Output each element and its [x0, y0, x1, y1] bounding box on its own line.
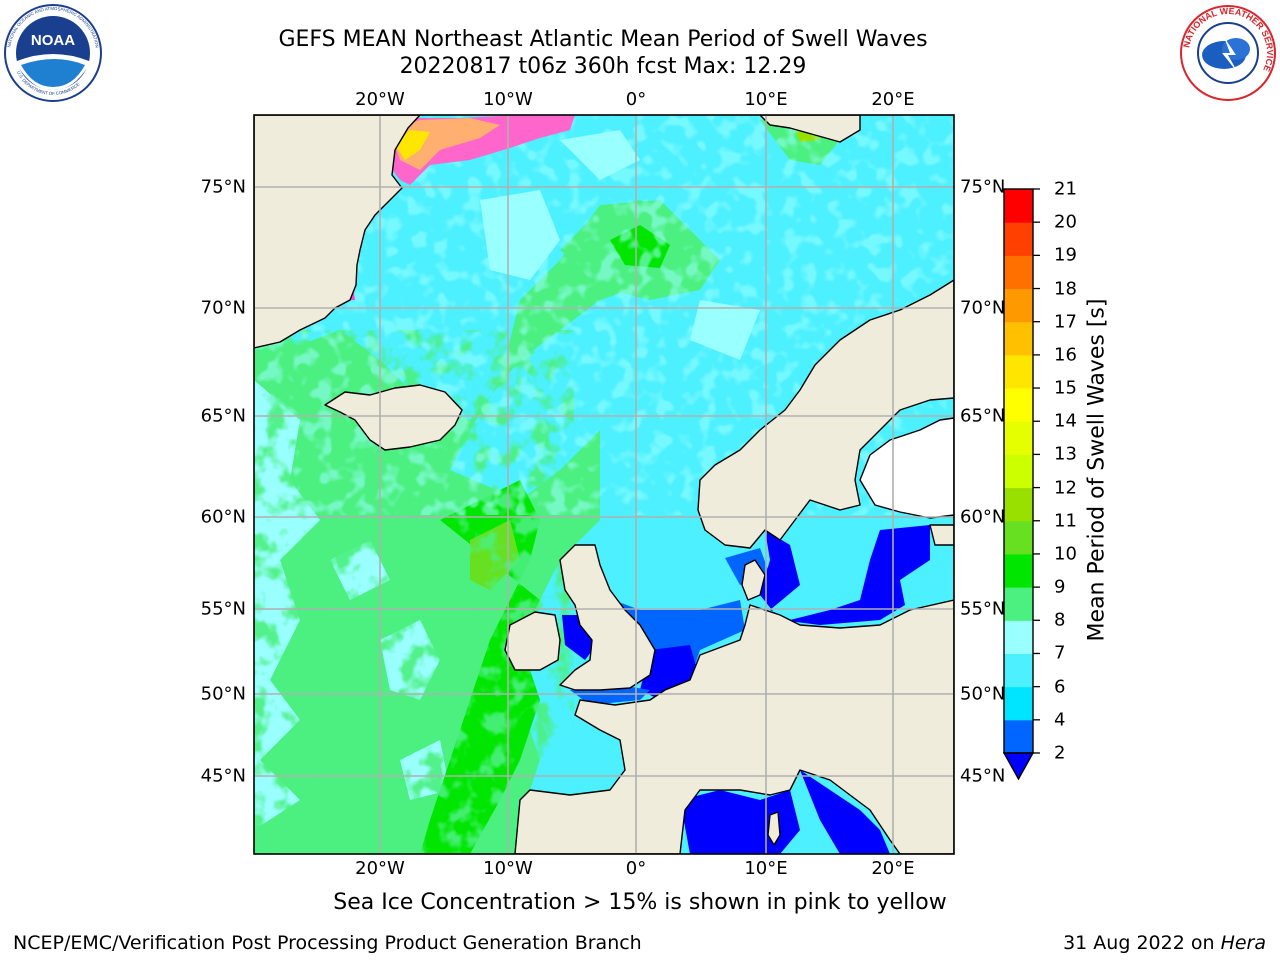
land-corsica-sardinia [767, 811, 781, 846]
lon-tick-top: 10°W [483, 89, 533, 110]
land-scandinavia [697, 279, 954, 549]
colorbar-bin [1004, 288, 1033, 323]
colorbar-bin [1004, 719, 1033, 754]
lat-tick-right: 70°N [960, 297, 1006, 319]
land-denmark [741, 559, 766, 601]
footer-date: 31 Aug 2022 on Hera [1063, 932, 1266, 954]
colorbar-bin [1004, 354, 1033, 389]
lon-tick-top: 0° [625, 89, 647, 110]
chart-title: GEFS MEAN Northeast Atlantic Mean Period… [278, 27, 928, 52]
sea-ice-greenland-core2 [395, 130, 430, 160]
colorbar-tick-label: 18 [1054, 278, 1077, 300]
lat-tick-right: 75°N [960, 176, 1006, 198]
lat-tick-left: 45°N [200, 765, 246, 787]
lat-tick-left: 50°N [200, 683, 246, 705]
colorbar-tick-label: 10 [1054, 543, 1077, 565]
colorbar-bin [1004, 553, 1033, 588]
colorbar-tick-label: 9 [1054, 576, 1066, 598]
colorbar-tick-label: 12 [1054, 477, 1077, 499]
colorbar-tick-label: 11 [1054, 510, 1077, 532]
lat-tick-right: 50°N [960, 683, 1006, 705]
swell-zone-blue-baltic [760, 525, 930, 625]
noaa-logo: NOAA NATIONAL OCEANIC AND ATMOSPHERIC AD… [3, 3, 103, 107]
colorbar-bin [1004, 653, 1033, 688]
footer-host: Hera [1220, 932, 1266, 954]
lon-tick-bottom: 20°W [355, 858, 405, 879]
land-greenland [254, 115, 421, 349]
colorbar-frame [1003, 188, 1034, 754]
land-finland-russia [929, 397, 954, 854]
footer-date-text: 31 Aug 2022 on [1063, 932, 1221, 954]
land-sweden-interior-white [859, 417, 954, 519]
sea-ice-note: Sea Ice Concentration > 15% is shown in … [333, 890, 947, 915]
colorbar-tick-label: 17 [1054, 311, 1077, 333]
colorbar-tick-label: 14 [1054, 410, 1077, 432]
colorbar-tick-label: 15 [1054, 377, 1077, 399]
lon-tick-bottom: 0° [625, 858, 647, 879]
colorbar-tick-label: 6 [1054, 676, 1066, 698]
colorbar-bin [1004, 222, 1033, 256]
lat-tick-left: 75°N [200, 176, 246, 198]
colorbar-tick-label: 4 [1054, 709, 1066, 731]
swell-zone-cyan-biscay [530, 738, 615, 795]
lat-tick-right: 45°N [960, 765, 1006, 787]
lon-tick-top: 20°E [871, 89, 915, 110]
nws-logo: NATIONAL WEATHER SERVICE [1178, 3, 1278, 107]
lon-tick-bottom: 10°W [483, 858, 533, 879]
lat-tick-right: 55°N [960, 598, 1006, 620]
lat-tick-left: 70°N [200, 297, 246, 319]
noaa-logo-text: NOAA [31, 32, 75, 49]
colorbar-tick-label: 7 [1054, 642, 1066, 664]
colorbar-bin [1004, 686, 1033, 721]
colorbar-tick-label: 2 [1054, 742, 1066, 764]
colorbar-bin [1004, 388, 1033, 422]
colorbar-bin [1004, 421, 1033, 455]
lon-tick-bottom: 20°E [871, 858, 915, 879]
lat-tick-left: 60°N [200, 506, 246, 528]
footer-credit: NCEP/EMC/Verification Post Processing Pr… [13, 932, 642, 954]
colorbar-bin [1004, 620, 1033, 654]
lon-tick-top: 20°W [355, 89, 405, 110]
chart-subtitle: 20220817 t06z 360h fcst Max: 12.29 [399, 54, 807, 79]
colorbar-tick-label: 21 [1054, 178, 1077, 200]
colorbar-bin [1004, 189, 1033, 223]
colorbar-bin [1004, 520, 1033, 555]
lat-tick-right: 65°N [960, 405, 1006, 427]
colorbar-extend-triangle [1002, 752, 1035, 781]
swell-zone-blue-mediterranean [680, 770, 954, 854]
graticule [254, 115, 954, 854]
land-continent [514, 599, 954, 854]
colorbar-bin [1004, 487, 1033, 522]
colorbar-tick-label: 8 [1054, 609, 1066, 631]
lon-tick-bottom: 10°E [744, 858, 788, 879]
lat-tick-right: 60°N [960, 506, 1006, 528]
colorbar-bin [1004, 454, 1033, 489]
land-iceland [324, 384, 463, 451]
colorbar-bin [1004, 255, 1033, 290]
land-uk [559, 544, 656, 691]
colorbar-tick-label: 13 [1054, 443, 1077, 465]
lat-tick-left: 65°N [200, 405, 246, 427]
colorbar [1002, 188, 1040, 781]
colorbar-bin [1004, 587, 1033, 621]
colorbar-title: Mean Period of Swell Waves [s] [1084, 298, 1110, 642]
colorbar-tick-label: 19 [1054, 244, 1077, 266]
colorbar-tick-label: 16 [1054, 344, 1077, 366]
colorbar-tick-label: 20 [1054, 211, 1077, 233]
map-frame [253, 114, 955, 855]
land-svalbard [759, 115, 861, 143]
lon-tick-top: 10°E [744, 89, 788, 110]
lat-tick-left: 55°N [200, 598, 246, 620]
colorbar-bin [1004, 321, 1033, 356]
